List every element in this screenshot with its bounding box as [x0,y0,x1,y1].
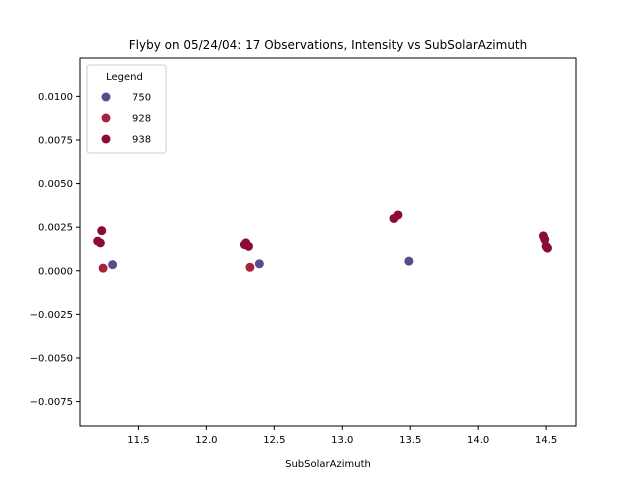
legend-entry: 750 [132,93,151,104]
legend-entry: 928 [132,114,151,125]
legend-marker [101,113,111,123]
y-tick-label: 0.0100 [38,92,73,103]
data-point [97,226,107,236]
x-tick-label: 13.0 [331,435,353,446]
x-axis-label: SubSolarAzimuth [285,459,371,470]
x-tick-label: 14.0 [467,435,489,446]
x-axis: 11.5 12.0 12.5 13.0 13.5 14.0 14.5 [127,426,557,446]
legend-box [86,64,167,154]
legend-title: Legend [106,72,143,83]
data-point [254,259,264,269]
data-point [98,263,108,273]
data-point [404,256,414,266]
series-938 [93,210,552,253]
data-point [540,234,550,244]
chart-title: Flyby on 05/24/04: 17 Observations, Inte… [129,38,528,52]
y-tick-label: −0.0025 [30,310,73,321]
x-tick-label: 14.5 [535,435,557,446]
y-tick-label: 0.0025 [38,223,73,234]
y-tick-label: −0.0050 [30,353,73,364]
y-tick-label: 0.0050 [38,179,73,190]
y-tick-label: −0.0075 [30,397,73,408]
data-point [108,260,118,270]
plot-area [93,210,552,273]
x-tick-label: 13.5 [399,435,421,446]
data-point [541,241,551,251]
y-tick-label: 0.0075 [38,135,73,146]
legend: Legend 750 928 938 [86,64,167,154]
series-928 [98,262,255,273]
plot-frame [79,57,577,427]
series-750 [108,256,414,270]
x-tick-label: 12.0 [195,435,217,446]
data-point [393,210,403,220]
data-point [245,262,255,272]
y-axis: −0.0075 −0.0050 −0.0025 0.0000 0.0025 0.0050 0… [30,92,80,408]
legend-marker [101,92,111,102]
x-tick-label: 12.5 [263,435,285,446]
x-tick-label: 11.5 [127,435,149,446]
legend-entry: 938 [132,135,151,146]
legend-marker [101,134,111,144]
data-point [95,238,105,248]
data-point [244,241,254,251]
y-tick-label: 0.0000 [38,266,73,277]
